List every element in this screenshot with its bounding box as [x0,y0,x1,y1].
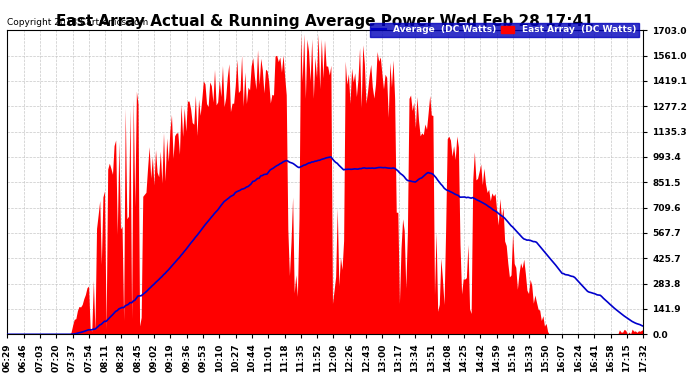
Legend: Average  (DC Watts), East Array  (DC Watts): Average (DC Watts), East Array (DC Watts… [370,22,639,37]
Title: East Array Actual & Running Average Power Wed Feb 28 17:41: East Array Actual & Running Average Powe… [57,14,594,29]
Text: Copyright 2018 Cartronics.com: Copyright 2018 Cartronics.com [8,18,148,27]
